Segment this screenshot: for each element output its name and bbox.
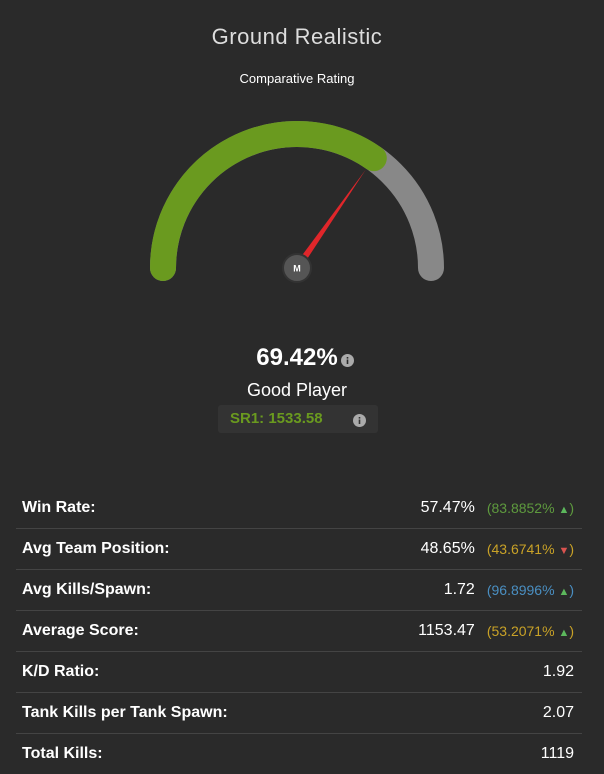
comparison-text: (43.6741% — [486, 541, 555, 557]
stat-label: K/D Ratio: — [22, 663, 100, 680]
stat-label: Win Rate: — [22, 499, 96, 516]
rating-verdict: Good Player — [246, 380, 348, 400]
comparison-arrow: ▲ — [558, 504, 570, 516]
stat-value: 48.65% — [420, 540, 475, 557]
sr-text: SR1: 1533.58 — [230, 410, 323, 427]
stat-value: 1.92 — [542, 663, 574, 680]
sr-badge: SR1: 1533.58 — [218, 405, 378, 433]
stats-table: Win Rate: 57.47% (83.8852% ▲) Avg Team Posi… — [16, 488, 582, 774]
gauge-hub — [282, 253, 312, 283]
comparison-close: ) — [569, 541, 574, 557]
comparison-arrow: ▲ — [558, 586, 570, 598]
gauge-track — [150, 121, 444, 281]
stat-row: Win Rate: 57.47% (83.8852% ▲) — [16, 488, 582, 529]
gauge-needle — [294, 169, 366, 271]
rating-label: 69.42% — [256, 344, 338, 371]
stat-comparison: (43.6741% ▼) — [487, 541, 574, 557]
stat-value: 57.47% — [420, 499, 475, 516]
stat-value: 1.72 — [443, 581, 475, 598]
stat-value: 1119 — [540, 745, 574, 762]
title: Ground Realistic — [211, 24, 383, 49]
info-icon[interactable] — [341, 354, 354, 367]
stat-row: Avg Kills/Spawn: 1.72 (96.8996% ▲) — [16, 570, 582, 611]
comparison-close: ) — [569, 623, 574, 639]
stat-label: Avg Team Position: — [22, 540, 170, 557]
comparison-close: ) — [569, 582, 574, 598]
stat-row: Avg Team Position: 48.65% (43.6741% ▼) — [16, 529, 582, 570]
stat-comparison: (53.2071% ▲) — [487, 623, 574, 639]
stat-label: Avg Kills/Spawn: — [22, 581, 152, 598]
info-icon[interactable] — [353, 414, 366, 427]
gauge: M — [150, 121, 444, 283]
stat-value: 2.07 — [542, 704, 574, 721]
comparison-text: (53.2071% — [486, 623, 555, 639]
gauge-value-arc — [150, 121, 387, 281]
comparison-arrow: ▲ — [558, 627, 570, 639]
comparison-text: (83.8852% — [486, 500, 555, 516]
stat-value: 1153.47 — [418, 622, 475, 639]
stat-comparison: (96.8996% ▲) — [487, 582, 574, 598]
comparison-close: ) — [569, 500, 574, 516]
stat-label: Average Score: — [22, 622, 139, 639]
comparison-arrow: ▼ — [558, 545, 570, 557]
stat-row: Average Score: 1153.47 (53.2071% ▲) — [16, 611, 582, 652]
stat-label: Total Kills: — [22, 745, 103, 762]
stat-row: Tank Kills per Tank Spawn: 2.07 — [16, 693, 582, 734]
stat-comparison: (83.8852% ▲) — [487, 500, 574, 516]
stat-row: Total Kills: 1119 — [16, 734, 582, 774]
comparison-text: (96.8996% — [486, 582, 555, 598]
stat-label: Tank Kills per Tank Spawn: — [22, 704, 228, 721]
rating-value: 69.42% — [0, 344, 594, 372]
subtitle: Comparative Rating — [239, 71, 355, 86]
gauge-hub-label: M — [293, 263, 301, 273]
stat-row: K/D Ratio: 1.92 — [16, 652, 582, 693]
